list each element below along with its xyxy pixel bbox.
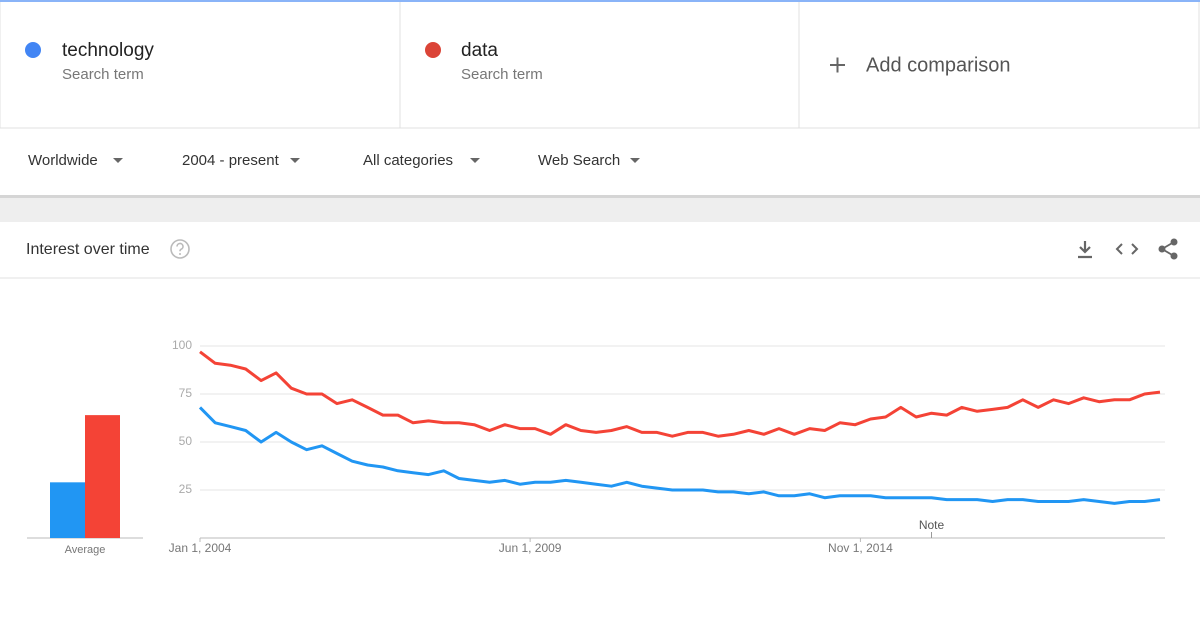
filter-label: Web Search	[538, 152, 620, 169]
share-node	[1158, 245, 1166, 253]
help-circle	[170, 239, 190, 259]
filter-label: All categories	[363, 152, 453, 169]
filter[interactable]: 2004 - present	[182, 152, 300, 169]
shadow	[0, 195, 1200, 198]
y-tick-label: 75	[179, 386, 193, 400]
series-line	[198, 406, 1161, 505]
download-icon[interactable]	[1078, 241, 1092, 259]
plus-icon	[830, 57, 845, 73]
term-subtitle: Search term	[62, 66, 144, 83]
embed-icon[interactable]	[1115, 243, 1139, 255]
term-subtitle: Search term	[461, 66, 543, 83]
term-dot	[425, 42, 441, 58]
share-node	[1170, 238, 1178, 246]
top-accent	[0, 0, 1200, 2]
average-bar	[50, 482, 85, 538]
add-comparison[interactable]: Add comparison	[830, 54, 1011, 76]
y-tick-label: 25	[179, 482, 193, 496]
help-glyph	[176, 242, 184, 252]
x-tick-label: Nov 1, 2014	[828, 541, 893, 555]
average-label: Average	[65, 544, 106, 556]
y-tick-label: 100	[172, 338, 192, 352]
x-tick-label: Jan 1, 2004	[169, 541, 232, 555]
filter-label: 2004 - present	[182, 152, 280, 169]
card-title: Interest over time	[26, 241, 150, 258]
average-bar	[85, 415, 120, 538]
dropdown-arrow	[630, 158, 640, 163]
term-name: data	[461, 40, 498, 61]
filter-label: Worldwide	[28, 152, 98, 169]
annotation-label: Note	[919, 518, 945, 532]
term-dot	[25, 42, 41, 58]
add-comparison-label: Add comparison	[866, 54, 1011, 76]
filter[interactable]: Worldwide	[28, 152, 123, 169]
plot: 25 50 75 100 Jan 1, 2004 Jun 1, 2009 Nov 1, 20…	[27, 338, 1165, 556]
dropdown-arrow	[290, 158, 300, 163]
filter[interactable]: Web Search	[538, 152, 640, 169]
dropdown-arrow	[113, 158, 123, 163]
share-icon[interactable]	[1158, 238, 1178, 260]
filter[interactable]: All categories	[363, 152, 480, 169]
dropdown-arrow	[470, 158, 480, 163]
help-dot	[179, 253, 181, 255]
embed-glyph	[1115, 243, 1139, 255]
series-line	[199, 350, 1161, 438]
term-card[interactable]: technology Search term	[25, 40, 154, 83]
page-gap	[0, 195, 1200, 222]
share-node	[1170, 252, 1178, 260]
term-card[interactable]: data Search term	[425, 40, 543, 83]
y-tick-label: 50	[179, 434, 193, 448]
help-icon[interactable]	[170, 239, 190, 259]
term-name: technology	[62, 40, 154, 61]
download-glyph	[1078, 241, 1092, 259]
x-tick-label: Jun 1, 2009	[499, 541, 562, 555]
